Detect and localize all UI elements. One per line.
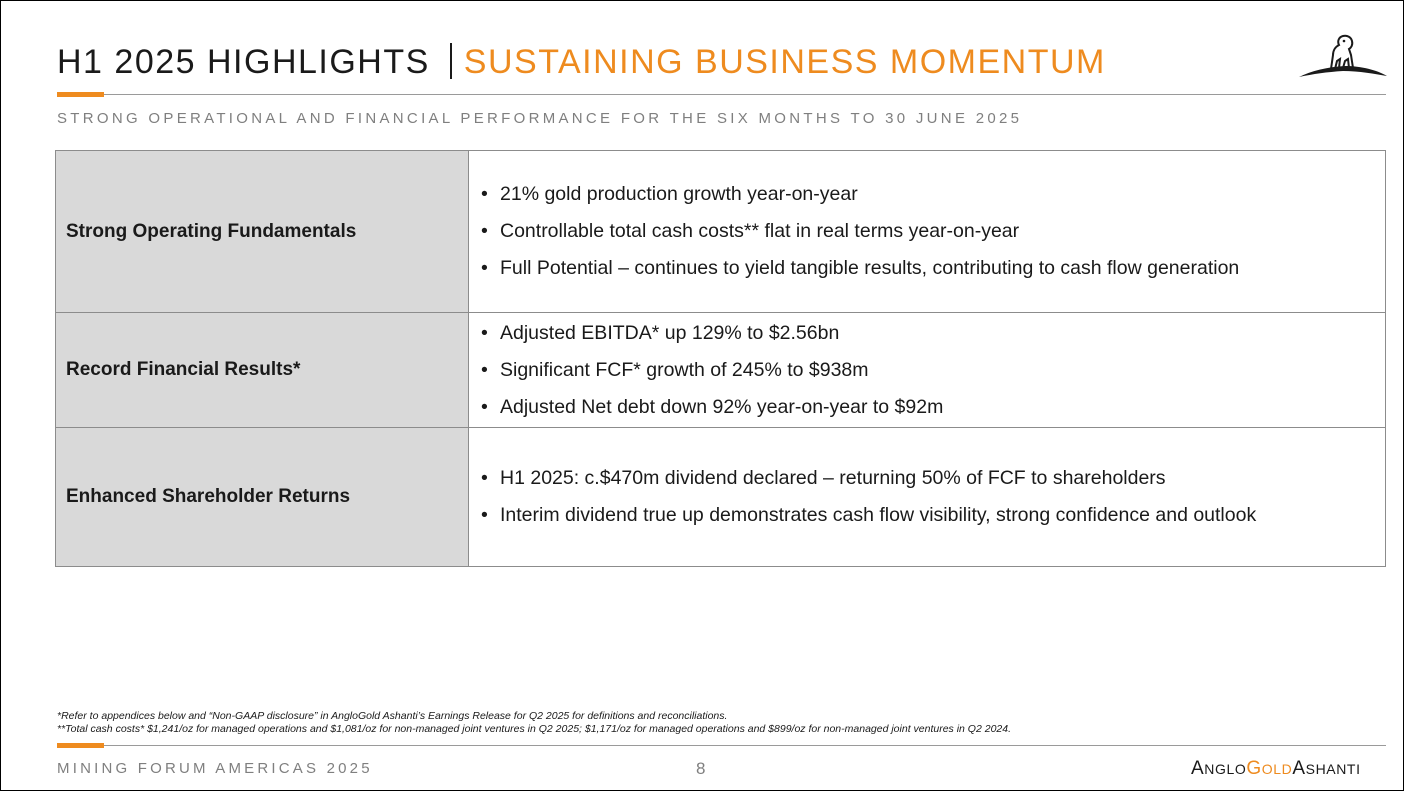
bullet-item: H1 2025: c.$470m dividend declared – ret… bbox=[481, 460, 1385, 497]
lion-rock-icon bbox=[1299, 34, 1387, 77]
table-row: Record Financial Results* Adjusted EBITD… bbox=[55, 312, 1386, 428]
bullet-item: Adjusted Net debt down 92% year-on-year … bbox=[481, 389, 1385, 426]
bullet-item: Full Potential – continues to yield tang… bbox=[481, 250, 1385, 287]
footer-accent-bar bbox=[57, 743, 104, 748]
bullet-item: Significant FCF* growth of 245% to $938m bbox=[481, 352, 1385, 389]
title-accent-bar bbox=[57, 92, 104, 97]
row-content: H1 2025: c.$470m dividend declared – ret… bbox=[468, 427, 1386, 567]
bullet-list: 21% gold production growth year-on-year … bbox=[481, 176, 1385, 287]
table-row: Enhanced Shareholder Returns H1 2025: c.… bbox=[55, 427, 1386, 567]
highlights-table: Strong Operating Fundamentals 21% gold p… bbox=[55, 150, 1386, 567]
bullet-list: H1 2025: c.$470m dividend declared – ret… bbox=[481, 460, 1385, 534]
row-content: Adjusted EBITDA* up 129% to $2.56bn Sign… bbox=[468, 312, 1386, 428]
row-label: Record Financial Results* bbox=[55, 312, 469, 428]
row-content: 21% gold production growth year-on-year … bbox=[468, 150, 1386, 313]
footnote: *Refer to appendices below and “Non-GAAP… bbox=[57, 710, 728, 722]
footnote: **Total cash costs* $1,241/oz for manage… bbox=[57, 723, 1012, 735]
footnotes: *Refer to appendices below and “Non-GAAP… bbox=[57, 710, 1011, 736]
brand-part: A bbox=[1292, 758, 1306, 779]
brand-part: A bbox=[1191, 758, 1205, 779]
bullet-item: Interim dividend true up demonstrates ca… bbox=[481, 497, 1385, 534]
page-number: 8 bbox=[696, 759, 706, 778]
title-main: H1 2025 HIGHLIGHTS bbox=[57, 43, 430, 81]
title-divider bbox=[104, 94, 1386, 95]
brand-part: SHANTI bbox=[1305, 761, 1361, 777]
brand-part: OLD bbox=[1261, 761, 1293, 777]
event-name: MINING FORUM AMERICAS 2025 bbox=[57, 760, 373, 777]
bullet-item: Adjusted EBITDA* up 129% to $2.56bn bbox=[481, 315, 1385, 352]
title-separator bbox=[449, 43, 452, 79]
row-label: Strong Operating Fundamentals bbox=[55, 150, 469, 313]
bullet-list: Adjusted EBITDA* up 129% to $2.56bn Sign… bbox=[481, 315, 1385, 426]
page-subtitle: STRONG OPERATIONAL AND FINANCIAL PERFORM… bbox=[57, 110, 1023, 127]
row-label: Enhanced Shareholder Returns bbox=[55, 427, 469, 567]
table-row: Strong Operating Fundamentals 21% gold p… bbox=[55, 150, 1386, 313]
brand-part: NGLO bbox=[1204, 761, 1247, 777]
bullet-item: Controllable total cash costs** flat in … bbox=[481, 213, 1385, 250]
brand-part: G bbox=[1246, 758, 1262, 779]
page-title: H1 2025 HIGHLIGHTS SUSTAINING BUSINESS MO… bbox=[57, 41, 1106, 83]
brand-wordmark: ANGLOGOLDASHANTI bbox=[1191, 759, 1361, 779]
footer-divider bbox=[104, 745, 1386, 746]
bullet-item: 21% gold production growth year-on-year bbox=[481, 176, 1385, 213]
title-accent: SUSTAINING BUSINESS MOMENTUM bbox=[463, 43, 1106, 81]
